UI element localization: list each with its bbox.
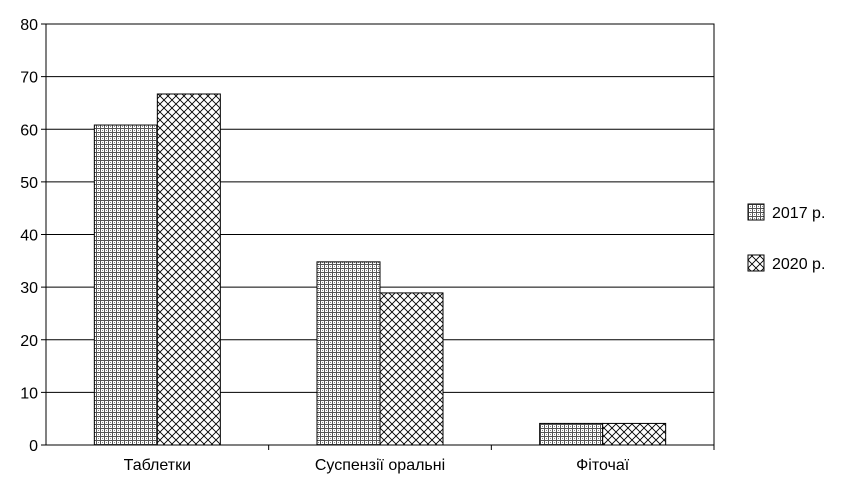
x-tick-label: Фіточаї xyxy=(576,457,630,474)
y-tick-label: 80 xyxy=(20,17,38,34)
x-tick-label: Суспензії оральні xyxy=(315,457,445,474)
axis-labels: 0 10 20 30 40 50 60 70 80 Таблетки Суспензії ораль… xyxy=(20,17,630,474)
bar-2017-0 xyxy=(93,124,158,446)
bar-2017-1 xyxy=(316,261,381,446)
legend-swatch xyxy=(747,254,765,272)
legend-label: 2017 р. xyxy=(772,205,825,222)
legend: 2017 р. 2020 р. xyxy=(747,203,825,273)
x-tick-label: Таблетки xyxy=(124,457,191,474)
bar-2017-2 xyxy=(539,422,604,446)
y-tick-label: 70 xyxy=(20,70,38,87)
y-tick-label: 40 xyxy=(20,228,38,245)
y-tick-label: 60 xyxy=(20,122,38,139)
y-tick-label: 30 xyxy=(20,280,38,297)
y-tick-label: 20 xyxy=(20,333,38,350)
y-tick-label: 10 xyxy=(20,385,38,402)
legend-swatch xyxy=(747,203,765,221)
bar-2020-0 xyxy=(156,93,221,446)
y-tick-label: 0 xyxy=(29,438,38,455)
y-tick-label: 50 xyxy=(20,175,38,192)
bar-2020-1 xyxy=(379,292,444,446)
legend-label: 2020 р. xyxy=(772,256,825,273)
bars xyxy=(93,93,667,446)
bar-2020-2 xyxy=(602,422,667,446)
